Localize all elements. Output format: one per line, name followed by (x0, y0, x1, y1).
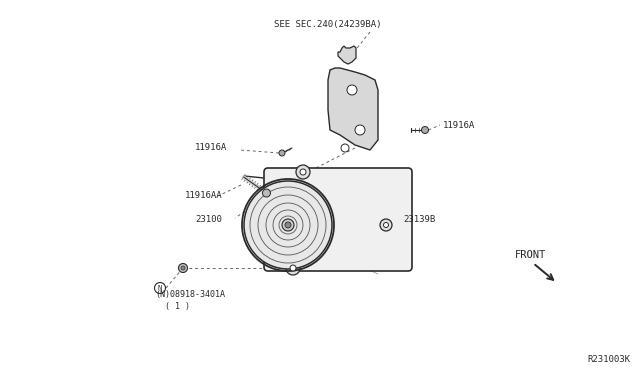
Text: 11916AA: 11916AA (185, 192, 223, 201)
Text: FRONT: FRONT (515, 250, 547, 260)
Circle shape (296, 165, 310, 179)
Text: ( 1 ): ( 1 ) (155, 301, 190, 311)
Circle shape (286, 261, 300, 275)
Circle shape (290, 265, 296, 271)
Circle shape (383, 222, 388, 228)
FancyBboxPatch shape (264, 168, 412, 271)
Circle shape (300, 169, 306, 175)
Circle shape (341, 144, 349, 152)
Text: (N)08918-3401A: (N)08918-3401A (155, 291, 225, 299)
Text: R231003K: R231003K (587, 356, 630, 365)
Circle shape (380, 219, 392, 231)
Circle shape (282, 219, 294, 231)
Circle shape (181, 266, 185, 270)
Circle shape (179, 263, 188, 273)
Circle shape (347, 85, 357, 95)
Polygon shape (338, 46, 356, 64)
Circle shape (285, 222, 291, 228)
Text: 23100: 23100 (195, 215, 222, 224)
Circle shape (355, 125, 365, 135)
Text: 23139B: 23139B (403, 215, 435, 224)
Circle shape (262, 189, 271, 197)
Text: 11916A: 11916A (195, 142, 227, 151)
Text: 11916A: 11916A (443, 121, 476, 129)
Text: SEE SEC.240(24239BA): SEE SEC.240(24239BA) (275, 20, 381, 29)
Circle shape (279, 150, 285, 156)
Polygon shape (328, 68, 378, 150)
Circle shape (244, 181, 332, 269)
Text: N: N (158, 285, 162, 291)
Circle shape (422, 126, 429, 134)
